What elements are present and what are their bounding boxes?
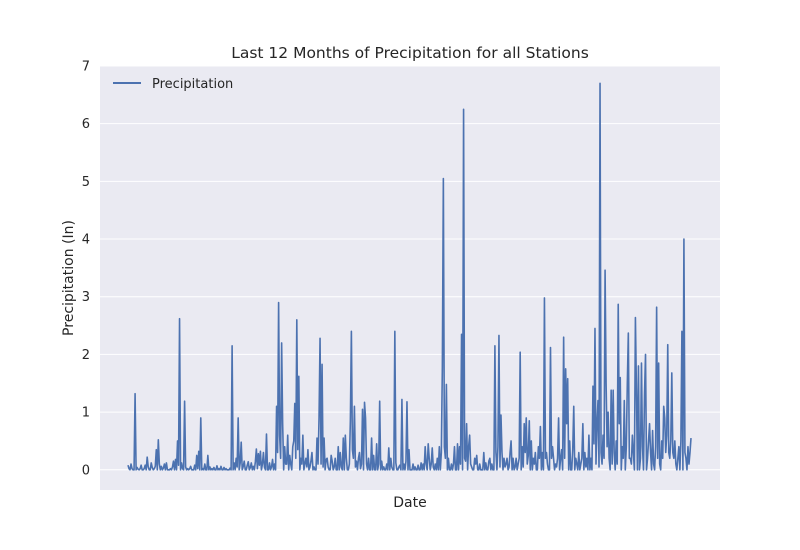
legend: Precipitation	[113, 77, 233, 92]
y-tick-label-5: 5	[82, 175, 90, 190]
y-tick-label-2: 2	[82, 348, 90, 363]
plot-background	[100, 66, 720, 490]
precipitation-line	[127, 82, 692, 471]
y-axis-label: Precipitation (In)	[61, 220, 77, 336]
chart-title: Last 12 Months of Precipitation for all …	[231, 44, 589, 62]
y-tick-label-7: 7	[82, 60, 90, 75]
y-tick-label-4: 4	[82, 233, 90, 248]
y-tick-label-0: 0	[82, 463, 90, 478]
y-tick-label-6: 6	[82, 117, 90, 132]
x-axis-label: Date	[393, 495, 426, 511]
y-tick-label-3: 3	[82, 290, 90, 305]
legend-label-precipitation: Precipitation	[152, 77, 233, 92]
y-tick-label-1: 1	[82, 406, 90, 421]
y-tick-labels: 0 1 2 3 4 5 6 7	[82, 60, 90, 479]
